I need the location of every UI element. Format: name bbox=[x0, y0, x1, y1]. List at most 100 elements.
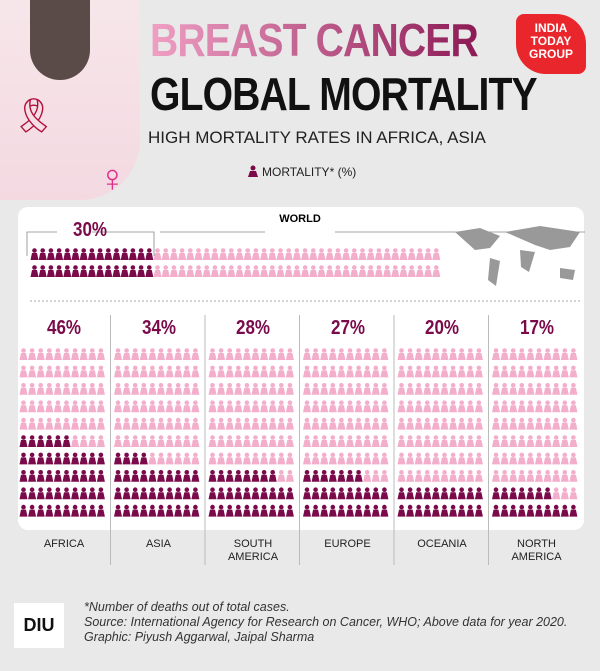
region-person-icon bbox=[474, 452, 483, 465]
region-person-icon bbox=[517, 348, 526, 360]
region-person-icon bbox=[277, 417, 286, 430]
region-person-icon bbox=[509, 400, 518, 413]
region-person-icon bbox=[242, 452, 251, 465]
region-person-icon bbox=[285, 365, 294, 378]
region-person-icon bbox=[569, 383, 578, 395]
region-person-icon bbox=[139, 504, 148, 517]
region-person-icon bbox=[303, 487, 311, 500]
region-person-icon bbox=[560, 383, 569, 395]
world-person-icon bbox=[415, 248, 424, 260]
region-person-icon bbox=[251, 348, 260, 360]
region-person-icon bbox=[371, 452, 380, 465]
region-person-icon bbox=[28, 348, 37, 360]
region-person-icon bbox=[88, 417, 97, 430]
world-person-icon bbox=[30, 265, 39, 277]
region-person-icon bbox=[346, 504, 354, 517]
region-person-icon bbox=[328, 400, 337, 413]
region-person-icon bbox=[88, 348, 97, 360]
world-person-icon bbox=[202, 265, 211, 277]
region-person-icon bbox=[449, 504, 458, 517]
region-person-icon bbox=[414, 348, 423, 360]
world-person-icon bbox=[145, 265, 154, 277]
region-person-icon bbox=[474, 487, 483, 500]
region-person-icon bbox=[320, 400, 329, 413]
illustration-hair bbox=[30, 0, 90, 80]
region-person-icon bbox=[62, 400, 71, 413]
region-person-icon bbox=[337, 435, 346, 447]
world-person-icon bbox=[194, 248, 203, 260]
region-person-icon bbox=[131, 470, 140, 482]
region-person-icon bbox=[526, 452, 535, 465]
region-person-icon bbox=[311, 435, 320, 447]
region-person-icon bbox=[449, 348, 458, 360]
world-person-icon bbox=[219, 248, 228, 260]
region-person-icon bbox=[311, 348, 320, 360]
world-person-icon bbox=[153, 248, 162, 260]
region-person-icon bbox=[466, 400, 475, 413]
diu-logo: DIU bbox=[14, 603, 64, 648]
region-person-icon bbox=[234, 435, 243, 447]
region-person-icon bbox=[509, 487, 518, 500]
region-person-icon bbox=[191, 365, 200, 378]
region-person-icon bbox=[397, 383, 406, 395]
region-person-icon bbox=[431, 400, 440, 413]
region-person-icon bbox=[157, 383, 165, 395]
world-person-icon bbox=[96, 265, 105, 277]
region-person-icon bbox=[139, 400, 148, 413]
region-person-icon bbox=[423, 365, 432, 378]
region-person-icon bbox=[406, 348, 415, 360]
region-person-icon bbox=[431, 348, 440, 360]
region-person-icon bbox=[337, 487, 346, 500]
region-person-icon bbox=[311, 470, 320, 482]
region-person-icon bbox=[36, 383, 45, 395]
region-person-icon bbox=[71, 470, 80, 482]
region-person-icon bbox=[380, 400, 389, 413]
region-person-icon bbox=[363, 365, 372, 378]
region-person-icon bbox=[285, 383, 294, 395]
region-person-icon bbox=[157, 487, 165, 500]
region-person-icon bbox=[53, 365, 62, 378]
region-person-icon bbox=[148, 400, 157, 413]
region-person-icon bbox=[122, 435, 131, 447]
region-person-icon bbox=[440, 417, 449, 430]
region-label: AFRICA bbox=[43, 538, 85, 550]
region-person-icon bbox=[28, 383, 37, 395]
region-person-icon bbox=[320, 417, 329, 430]
world-person-icon bbox=[235, 265, 244, 277]
region-person-icon bbox=[535, 470, 543, 482]
region-person-icon bbox=[328, 435, 337, 447]
region-person-icon bbox=[560, 452, 569, 465]
world-person-icon bbox=[366, 265, 375, 277]
region-person-icon bbox=[509, 435, 518, 447]
region-person-icon bbox=[251, 383, 260, 395]
region-person-icon bbox=[311, 400, 320, 413]
region-person-icon bbox=[242, 348, 251, 360]
world-person-icon bbox=[366, 248, 375, 260]
region-person-icon bbox=[71, 400, 80, 413]
region-person-icon bbox=[157, 452, 165, 465]
region-person-icon bbox=[311, 383, 320, 395]
region-person-icon bbox=[363, 504, 372, 517]
region-person-icon bbox=[131, 417, 140, 430]
region-person-icon bbox=[414, 365, 423, 378]
world-person-icon bbox=[301, 248, 310, 260]
world-person-icon bbox=[79, 248, 88, 260]
region-percent: 27% bbox=[330, 317, 365, 339]
region-person-icon bbox=[217, 383, 226, 395]
world-person-icon bbox=[374, 248, 383, 260]
region-person-icon bbox=[371, 400, 380, 413]
region-person-icon bbox=[431, 383, 440, 395]
region-person-icon bbox=[406, 470, 415, 482]
region-person-icon bbox=[500, 400, 509, 413]
region-person-icon bbox=[251, 365, 260, 378]
world-percent: 30% bbox=[72, 219, 108, 241]
region-person-icon bbox=[414, 400, 423, 413]
region-person-icon bbox=[114, 452, 122, 465]
region-person-icon bbox=[225, 452, 234, 465]
region-person-icon bbox=[28, 417, 37, 430]
region-person-icon bbox=[440, 348, 449, 360]
region-person-icon bbox=[96, 487, 105, 500]
region-person-icon bbox=[509, 348, 518, 360]
region-person-icon bbox=[19, 435, 28, 447]
world-person-icon bbox=[383, 248, 392, 260]
